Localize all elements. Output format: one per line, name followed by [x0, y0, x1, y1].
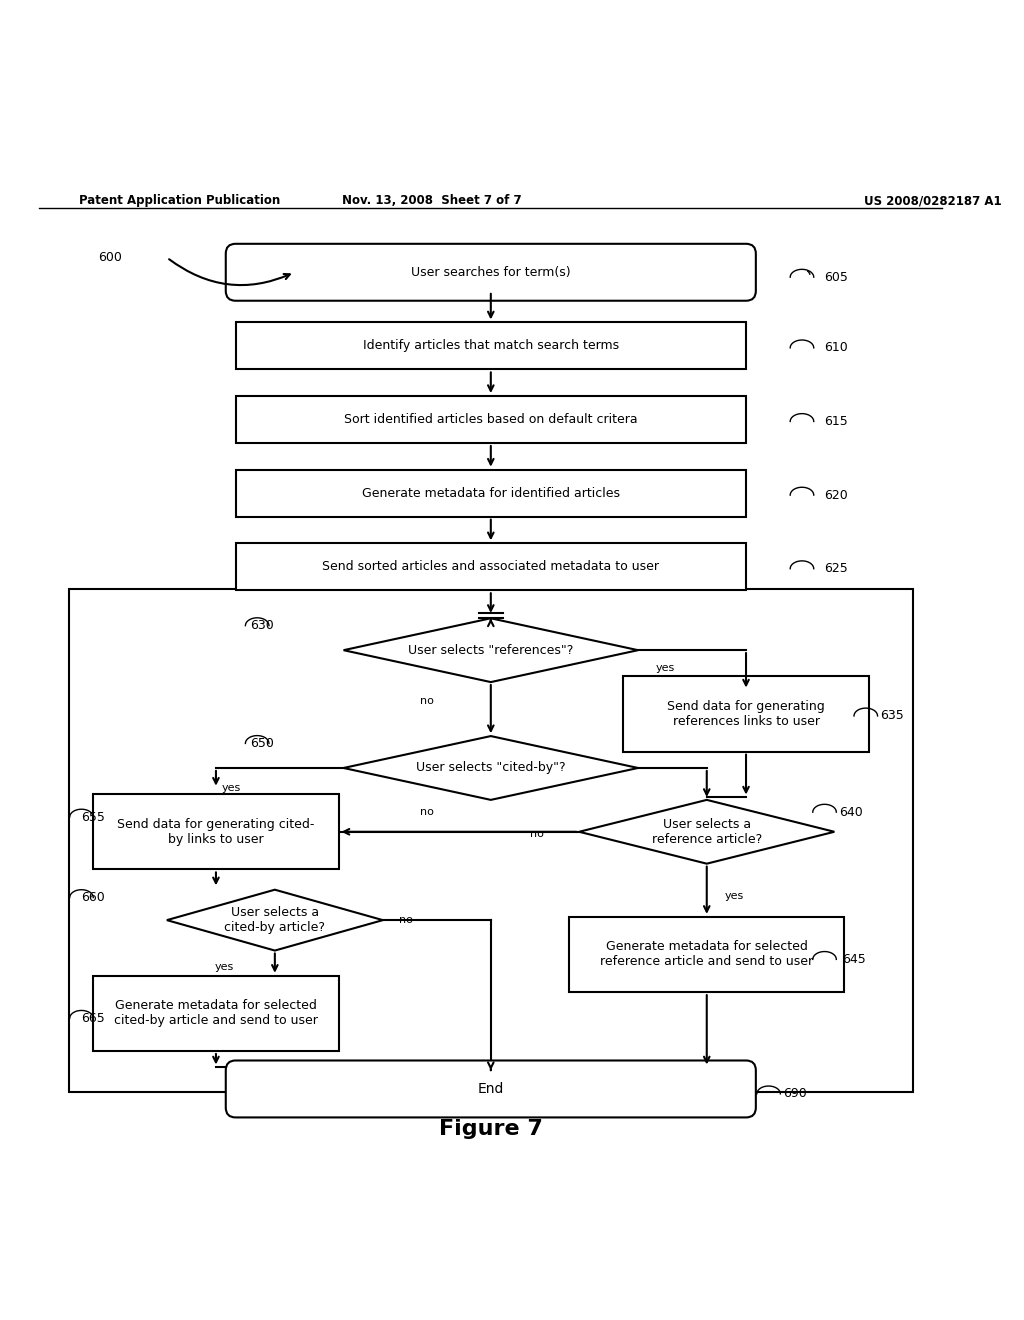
Text: no: no: [420, 807, 434, 817]
Text: 605: 605: [824, 271, 849, 284]
Bar: [93, 975, 339, 1051]
Text: 635: 635: [881, 709, 904, 722]
Text: yes: yes: [214, 962, 233, 973]
Bar: [236, 470, 746, 516]
Text: 620: 620: [824, 488, 848, 502]
Text: 610: 610: [824, 342, 848, 354]
Text: User selects "cited-by"?: User selects "cited-by"?: [416, 762, 565, 775]
Text: 615: 615: [824, 414, 848, 428]
Polygon shape: [167, 890, 383, 950]
Text: Generate metadata for identified articles: Generate metadata for identified article…: [361, 487, 620, 500]
Text: 625: 625: [824, 562, 848, 576]
Text: Send sorted articles and associated metadata to user: Send sorted articles and associated meta…: [323, 560, 659, 573]
Bar: [69, 589, 912, 1092]
Text: yes: yes: [655, 663, 675, 673]
Text: yes: yes: [221, 783, 241, 792]
Text: Sort identified articles based on default critera: Sort identified articles based on defaul…: [344, 413, 638, 426]
Text: User searches for term(s): User searches for term(s): [411, 265, 570, 279]
Text: Send data for generating
references links to user: Send data for generating references link…: [668, 700, 825, 729]
Text: no: no: [420, 696, 434, 706]
Text: US 2008/0282187 A1: US 2008/0282187 A1: [864, 194, 1001, 207]
Bar: [569, 917, 844, 993]
Text: 600: 600: [98, 251, 122, 264]
Bar: [236, 322, 746, 370]
Polygon shape: [344, 618, 638, 682]
Text: 655: 655: [82, 810, 105, 824]
Bar: [624, 676, 868, 751]
Text: Nov. 13, 2008  Sheet 7 of 7: Nov. 13, 2008 Sheet 7 of 7: [342, 194, 521, 207]
Text: 640: 640: [840, 805, 863, 818]
Text: User selects a
cited-by article?: User selects a cited-by article?: [224, 906, 326, 935]
Text: 660: 660: [82, 891, 105, 904]
Polygon shape: [580, 800, 835, 863]
FancyBboxPatch shape: [225, 244, 756, 301]
Text: User selects a
reference article?: User selects a reference article?: [651, 818, 762, 846]
Bar: [236, 544, 746, 590]
Text: no: no: [530, 829, 544, 838]
Text: 690: 690: [783, 1088, 807, 1101]
Text: User selects "references"?: User selects "references"?: [409, 644, 573, 656]
Text: 665: 665: [82, 1012, 105, 1024]
Text: Send data for generating cited-
by links to user: Send data for generating cited- by links…: [118, 818, 314, 846]
Text: no: no: [398, 915, 413, 925]
Text: Patent Application Publication: Patent Application Publication: [79, 194, 280, 207]
Text: Generate metadata for selected
cited-by article and send to user: Generate metadata for selected cited-by …: [114, 999, 317, 1027]
FancyBboxPatch shape: [225, 1060, 756, 1118]
Text: Figure 7: Figure 7: [439, 1119, 543, 1139]
Bar: [236, 396, 746, 444]
Text: yes: yes: [724, 891, 743, 900]
Text: Generate metadata for selected
reference article and send to user: Generate metadata for selected reference…: [600, 940, 813, 969]
Text: 630: 630: [250, 619, 274, 632]
Text: Identify articles that match search terms: Identify articles that match search term…: [362, 339, 618, 352]
Bar: [93, 795, 339, 870]
Polygon shape: [344, 737, 638, 800]
Text: 645: 645: [842, 953, 866, 966]
Text: 650: 650: [250, 737, 274, 750]
Text: End: End: [477, 1082, 504, 1096]
